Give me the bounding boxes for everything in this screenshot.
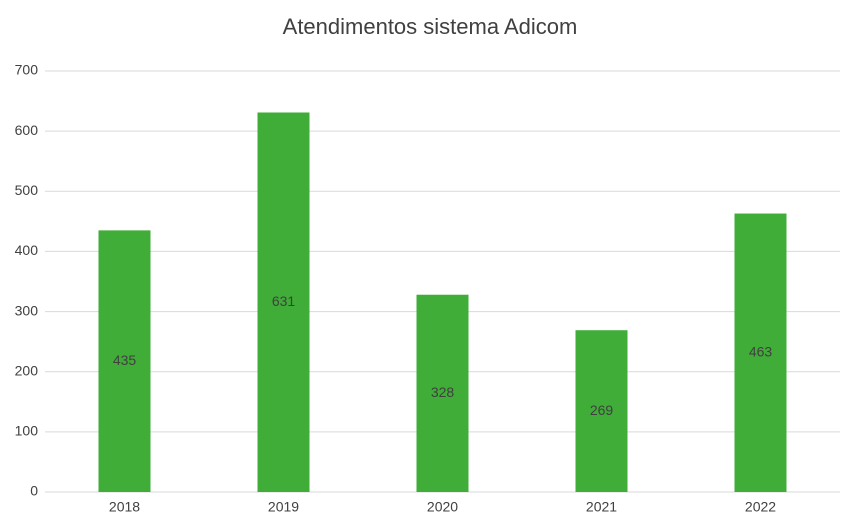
y-tick-label: 100: [15, 423, 39, 439]
y-tick-label: 200: [15, 362, 39, 378]
x-tick-label: 2021: [586, 499, 617, 515]
data-label: 328: [431, 384, 455, 400]
y-tick-label: 300: [15, 302, 39, 318]
y-tick-label: 0: [30, 483, 38, 499]
y-tick-label: 700: [15, 62, 39, 78]
data-label: 269: [590, 402, 614, 418]
y-tick-label: 500: [15, 182, 39, 198]
y-tick-label: 600: [15, 122, 39, 138]
bar: [257, 112, 310, 493]
x-tick-label: 2020: [427, 499, 458, 515]
x-tick-label: 2019: [268, 499, 299, 515]
y-tick-label: 400: [15, 242, 39, 258]
bar: [734, 213, 787, 492]
x-tick-label: 2022: [745, 499, 776, 515]
chart-title: Atendimentos sistema Adicom: [283, 14, 578, 39]
bar: [416, 294, 469, 492]
bar: [98, 230, 151, 492]
data-label: 631: [272, 293, 296, 309]
data-label: 463: [749, 343, 773, 359]
bar: [575, 330, 628, 492]
data-label: 435: [113, 352, 137, 368]
x-tick-label: 2018: [109, 499, 140, 515]
